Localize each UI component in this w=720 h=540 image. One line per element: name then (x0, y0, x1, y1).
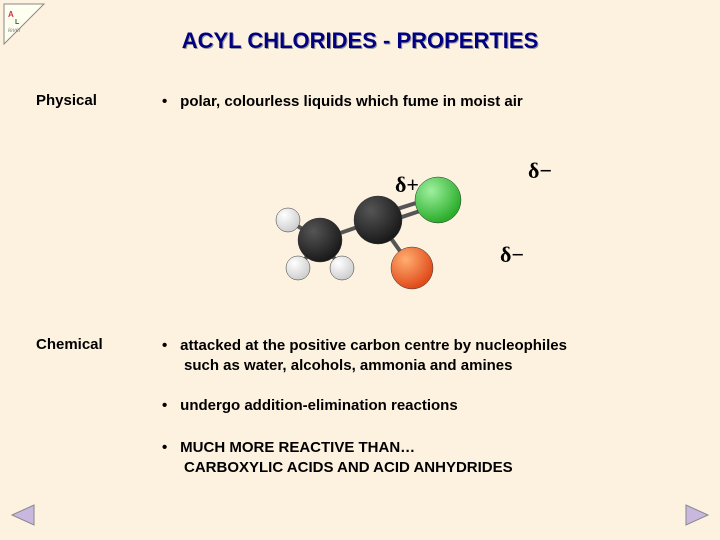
bullet-chemical-1: • attacked at the positive carbon centre… (162, 336, 642, 375)
prev-button[interactable] (8, 503, 36, 532)
page-title: ACYL CHLORIDES - PROPERTIES (0, 28, 720, 54)
svg-text:A: A (8, 10, 14, 19)
label-chemical: Chemical (36, 336, 103, 353)
bullet-text: polar, colourless liquids which fume in … (180, 93, 523, 110)
bullet-chemical-3: • MUCH MORE REACTIVE THAN… CARBOXYLIC AC… (162, 438, 513, 477)
bullet-text: undergo addition-elimination reactions (180, 397, 458, 414)
bullet-text: attacked at the positive carbon centre b… (180, 337, 567, 354)
bullet-text-cont: CARBOXYLIC ACIDS AND ACID ANHYDRIDES (184, 459, 513, 476)
bullet-text: MUCH MORE REACTIVE THAN… (180, 439, 415, 456)
label-physical: Physical (36, 92, 97, 109)
svg-text:L: L (15, 19, 20, 26)
bullet-text-cont: such as water, alcohols, ammonia and ami… (184, 357, 512, 374)
delta-minus-label-oxygen: δ− (528, 158, 552, 184)
delta-minus-label-chlorine: δ− (500, 242, 524, 268)
delta-plus-label: δ+ (395, 172, 419, 198)
bullet-physical-1: • polar, colourless liquids which fume i… (162, 92, 523, 112)
next-button[interactable] (684, 503, 712, 532)
molecule-diagram (260, 140, 520, 310)
bullet-chemical-2: • undergo addition-elimination reactions (162, 396, 458, 416)
